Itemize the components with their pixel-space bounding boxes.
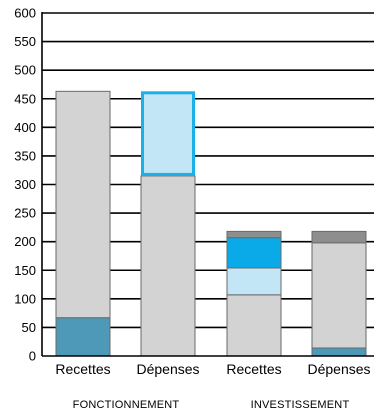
y-axis-ticks: 0 50 100 150 200 250 300 350 400 450 500 550 600 [14,6,36,364]
y-tick-label: 400 [14,120,36,135]
bar-segment [55,317,111,357]
y-tick-label: 100 [14,291,36,306]
bar-segment [311,230,367,244]
bar-segment [226,294,282,357]
group-label: INVESTISSEMENT [251,399,350,411]
bar-segment [226,267,282,296]
bar-segment [226,237,282,269]
x-category-label: Recettes [55,361,110,377]
bar-segment [141,91,195,176]
y-tick-label: 500 [14,63,36,78]
group-label: FONCTIONNEMENT [73,399,180,411]
y-tick-label: 450 [14,91,36,106]
x-category-label: Recettes [226,361,281,377]
bar-segment [55,90,111,319]
y-tick-label: 250 [14,206,36,221]
bar-4 [311,230,367,357]
group-labels: FONCTIONNEMENT INVESTISSEMENT [73,399,350,411]
y-tick-label: 0 [29,349,36,364]
bar-segment [311,347,367,357]
bar-segment [311,242,367,349]
y-tick-label: 50 [22,320,36,335]
x-category-label: Dépenses [136,361,199,377]
bar-segment [226,230,282,239]
x-category-label: Dépenses [307,361,370,377]
category-labels: Recettes Dépenses Recettes Dépenses [55,361,370,377]
bar-3 [226,230,282,357]
y-tick-label: 200 [14,234,36,249]
bar-1 [55,90,111,357]
y-tick-label: 150 [14,263,36,278]
bar-segment [140,175,196,357]
y-tick-label: 550 [14,34,36,49]
bar-2 [140,91,196,357]
y-tick-label: 600 [14,6,36,21]
y-tick-label: 350 [14,148,36,163]
y-tick-label: 300 [14,177,36,192]
bars [55,90,367,357]
axes [41,12,374,357]
